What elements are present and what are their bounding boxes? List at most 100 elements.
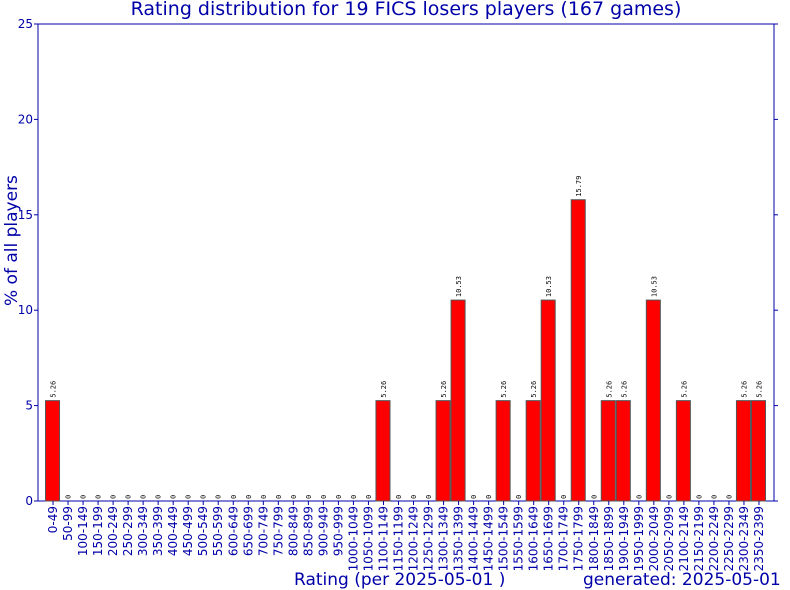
x-tick-label: 50-99 xyxy=(61,506,75,541)
x-tick-label: 450-499 xyxy=(181,506,195,556)
data-label: 0 xyxy=(425,495,433,499)
bar xyxy=(450,299,466,502)
data-label: 0 xyxy=(695,495,703,499)
x-tick-label: 350-399 xyxy=(151,506,165,556)
bar xyxy=(570,199,586,502)
data-label: 5.26 xyxy=(50,381,58,398)
x-tick-label: 900-949 xyxy=(316,506,330,556)
data-label: 5.26 xyxy=(530,381,538,398)
x-tick-label: 750-799 xyxy=(271,506,285,556)
x-tick-label: 700-749 xyxy=(256,506,270,556)
bar xyxy=(495,400,511,502)
data-label: 0 xyxy=(110,495,118,499)
x-tick-label: 2050-2099 xyxy=(662,506,676,571)
chart-title: Rating distribution for 19 FICS losers p… xyxy=(130,0,682,20)
data-label: 0 xyxy=(230,495,238,499)
data-label: 0 xyxy=(485,495,493,499)
x-tick-label: 200-249 xyxy=(106,506,120,556)
x-tick-label: 2300-2349 xyxy=(737,506,751,571)
data-label: 0 xyxy=(290,495,298,499)
data-label: 0 xyxy=(80,495,88,499)
data-label: 5.26 xyxy=(440,381,448,398)
bar xyxy=(600,400,616,502)
x-tick-label: 550-599 xyxy=(211,506,225,556)
bar xyxy=(735,400,751,502)
data-label: 0 xyxy=(215,495,223,499)
data-label: 10.53 xyxy=(455,276,463,297)
data-label: 15.79 xyxy=(575,176,583,197)
bar xyxy=(750,400,766,502)
x-tick-label: 1250-1299 xyxy=(422,506,436,571)
data-label: 0 xyxy=(395,495,403,499)
x-tick-label: 1950-1999 xyxy=(632,506,646,571)
data-label: 0 xyxy=(725,495,733,499)
x-tick-label: 800-849 xyxy=(286,506,300,556)
data-label: 0 xyxy=(470,495,478,499)
bar xyxy=(435,400,451,502)
data-label: 0 xyxy=(335,495,343,499)
data-label: 5.26 xyxy=(500,381,508,398)
x-tick-label: 650-699 xyxy=(241,506,255,556)
data-label: 0 xyxy=(635,495,643,499)
data-label: 0 xyxy=(245,495,253,499)
x-tick-label: 950-999 xyxy=(331,506,345,556)
data-label: 0 xyxy=(665,495,673,499)
x-tick-label: 1900-1949 xyxy=(617,506,631,571)
x-tick-label: 1150-1199 xyxy=(391,506,405,571)
bar xyxy=(645,299,661,502)
x-tick-label: 1600-1649 xyxy=(527,506,541,571)
data-label: 5.26 xyxy=(755,381,763,398)
data-label: 0 xyxy=(185,495,193,499)
y-tick-label: 25 xyxy=(18,17,33,31)
data-label: 0 xyxy=(65,495,73,499)
data-label: 0 xyxy=(710,495,718,499)
data-label: 0 xyxy=(200,495,208,499)
data-label: 0 xyxy=(560,495,568,499)
x-tick-label: 1400-1449 xyxy=(467,506,481,571)
bar xyxy=(45,400,61,502)
data-label: 5.26 xyxy=(620,381,628,398)
data-label: 0 xyxy=(305,495,313,499)
x-tick-label: 500-549 xyxy=(196,506,210,556)
y-tick-label: 5 xyxy=(25,399,33,413)
bar xyxy=(375,400,391,502)
x-tick-label: 1550-1599 xyxy=(512,506,526,571)
x-tick-label: 100-149 xyxy=(76,506,90,556)
x-tick-label: 2350-2399 xyxy=(752,506,766,571)
x-tick-label: 1050-1099 xyxy=(361,506,375,571)
x-tick-label: 0-49 xyxy=(46,506,60,533)
x-tick-label: 1200-1249 xyxy=(407,506,421,571)
x-tick-label: 2200-2249 xyxy=(707,506,721,571)
x-tick-label: 1750-1799 xyxy=(572,506,586,571)
data-label: 0 xyxy=(275,495,283,499)
generated-date-label: generated: 2025-05-01 xyxy=(583,570,781,590)
data-label: 0 xyxy=(260,495,268,499)
bar xyxy=(525,400,541,502)
data-label: 0 xyxy=(320,495,328,499)
data-label: 0 xyxy=(410,495,418,499)
x-tick-label: 2150-2199 xyxy=(692,506,706,571)
bar xyxy=(675,400,691,502)
x-tick-label: 2000-2049 xyxy=(647,506,661,571)
x-tick-label: 850-899 xyxy=(301,506,315,556)
x-tick-label: 1650-1699 xyxy=(542,506,556,571)
data-label: 0 xyxy=(95,495,103,499)
x-tick-label: 1700-1749 xyxy=(557,506,571,571)
x-tick-label: 600-649 xyxy=(226,506,240,556)
x-tick-label: 1450-1499 xyxy=(482,506,496,571)
data-label: 10.53 xyxy=(650,276,658,297)
data-label: 5.26 xyxy=(680,381,688,398)
data-label: 10.53 xyxy=(545,276,553,297)
x-tick-label: 1000-1049 xyxy=(346,506,360,571)
x-tick-label: 1850-1899 xyxy=(602,506,616,571)
x-tick-label: 1100-1149 xyxy=(376,506,390,571)
data-label: 0 xyxy=(590,495,598,499)
bar xyxy=(615,400,631,502)
x-axis-label: Rating (per 2025-05-01 ) xyxy=(294,570,506,590)
x-tick-label: 150-199 xyxy=(91,506,105,556)
data-label: 0 xyxy=(350,495,358,499)
x-tick-label: 250-299 xyxy=(121,506,135,556)
data-label: 0 xyxy=(365,495,373,499)
y-tick-label: 20 xyxy=(18,112,33,126)
x-tick-label: 2100-2149 xyxy=(677,506,691,571)
